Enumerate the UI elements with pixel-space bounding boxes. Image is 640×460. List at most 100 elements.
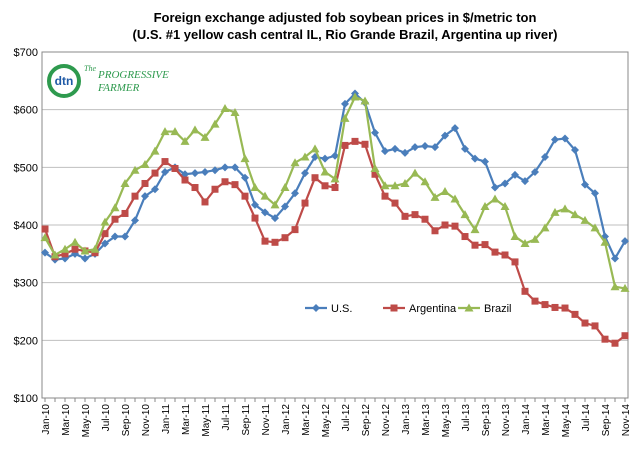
data-point bbox=[180, 136, 190, 145]
logo-text: PROGRESSIVE bbox=[97, 69, 169, 81]
data-point bbox=[431, 227, 439, 235]
data-point bbox=[441, 221, 449, 229]
data-point bbox=[150, 146, 160, 155]
data-point bbox=[461, 144, 469, 153]
data-point bbox=[191, 169, 199, 178]
data-point bbox=[241, 173, 249, 182]
data-point bbox=[151, 185, 159, 194]
data-point bbox=[270, 200, 280, 209]
data-point bbox=[430, 192, 440, 201]
data-point bbox=[181, 176, 189, 184]
series bbox=[40, 92, 630, 292]
data-point bbox=[581, 180, 589, 189]
data-point bbox=[451, 222, 459, 230]
data-point bbox=[481, 157, 489, 166]
data-point bbox=[321, 154, 329, 163]
data-point bbox=[41, 248, 49, 257]
data-point bbox=[381, 192, 389, 200]
data-point bbox=[530, 234, 540, 243]
legend-label: U.S. bbox=[331, 303, 352, 315]
data-point bbox=[620, 283, 630, 292]
data-point bbox=[380, 181, 390, 190]
data-point bbox=[520, 238, 530, 247]
data-point bbox=[521, 287, 529, 295]
data-point bbox=[330, 174, 340, 183]
data-point bbox=[60, 244, 70, 253]
y-tick-label: $400 bbox=[14, 220, 38, 232]
chart-title: Foreign exchange adjusted fob soybean pr… bbox=[154, 10, 537, 25]
data-point bbox=[500, 202, 510, 211]
data-point bbox=[301, 199, 309, 207]
data-point bbox=[391, 199, 399, 207]
data-point bbox=[80, 246, 90, 255]
x-tick-label: Sep-10 bbox=[121, 404, 132, 437]
data-point bbox=[301, 169, 309, 178]
data-point bbox=[601, 335, 609, 343]
x-tick-label: Jul-12 bbox=[341, 404, 352, 432]
data-point bbox=[431, 143, 439, 152]
y-tick-label: $500 bbox=[14, 162, 38, 174]
data-point bbox=[440, 187, 450, 196]
x-tick-label: Jan-12 bbox=[281, 404, 292, 435]
data-point bbox=[141, 179, 149, 187]
data-point bbox=[510, 232, 520, 241]
data-point bbox=[370, 163, 380, 172]
data-point bbox=[481, 241, 489, 249]
data-point bbox=[471, 241, 479, 249]
data-point bbox=[131, 192, 139, 200]
x-tick-label: Mar-13 bbox=[421, 404, 432, 436]
data-point bbox=[421, 141, 429, 150]
data-point bbox=[501, 179, 509, 188]
series bbox=[41, 137, 629, 347]
data-point bbox=[321, 182, 329, 190]
data-point bbox=[341, 141, 349, 149]
data-point bbox=[281, 234, 289, 242]
x-tick-label: May-10 bbox=[81, 404, 92, 438]
data-point bbox=[531, 167, 539, 176]
data-point bbox=[511, 170, 519, 179]
data-point bbox=[361, 140, 369, 148]
y-tick-label: $600 bbox=[14, 105, 38, 117]
data-point bbox=[390, 181, 400, 190]
x-tick-label: Jan-13 bbox=[401, 404, 412, 435]
data-point bbox=[621, 237, 629, 246]
data-point bbox=[320, 167, 330, 176]
data-point bbox=[621, 332, 629, 340]
data-point bbox=[71, 245, 79, 253]
data-point bbox=[280, 183, 290, 192]
data-point bbox=[310, 144, 320, 153]
data-point bbox=[381, 147, 389, 156]
x-tick-label: Jan-11 bbox=[161, 404, 172, 434]
x-tick-label: Sep-11 bbox=[241, 404, 252, 436]
x-tick-label: Sep-13 bbox=[481, 404, 492, 437]
logo-mark: dtn bbox=[55, 74, 74, 88]
data-point bbox=[311, 174, 319, 182]
data-point bbox=[401, 148, 409, 157]
x-tick-label: Nov-11 bbox=[261, 404, 272, 436]
data-point bbox=[261, 237, 269, 245]
chart-subtitle: (U.S. #1 yellow cash central IL, Rio Gra… bbox=[132, 27, 557, 42]
data-point bbox=[571, 146, 579, 155]
x-tick-label: Sep-14 bbox=[601, 404, 612, 437]
data-point bbox=[580, 215, 590, 224]
data-point bbox=[121, 232, 129, 241]
data-point bbox=[480, 202, 490, 211]
logo-ring bbox=[47, 64, 81, 98]
data-point bbox=[81, 254, 89, 263]
data-point bbox=[231, 163, 239, 172]
data-point bbox=[511, 258, 519, 266]
x-tick-label: Nov-14 bbox=[621, 404, 632, 437]
data-point bbox=[131, 216, 139, 225]
data-point bbox=[350, 92, 360, 101]
data-point bbox=[271, 238, 279, 246]
data-point bbox=[551, 135, 559, 144]
data-point bbox=[230, 108, 240, 117]
x-tick-label: May-12 bbox=[321, 404, 332, 438]
data-point bbox=[50, 250, 60, 259]
data-point bbox=[211, 166, 219, 175]
data-point bbox=[291, 189, 299, 198]
data-point bbox=[411, 143, 419, 152]
data-point bbox=[420, 177, 430, 186]
x-tick-label: May-13 bbox=[441, 404, 452, 438]
